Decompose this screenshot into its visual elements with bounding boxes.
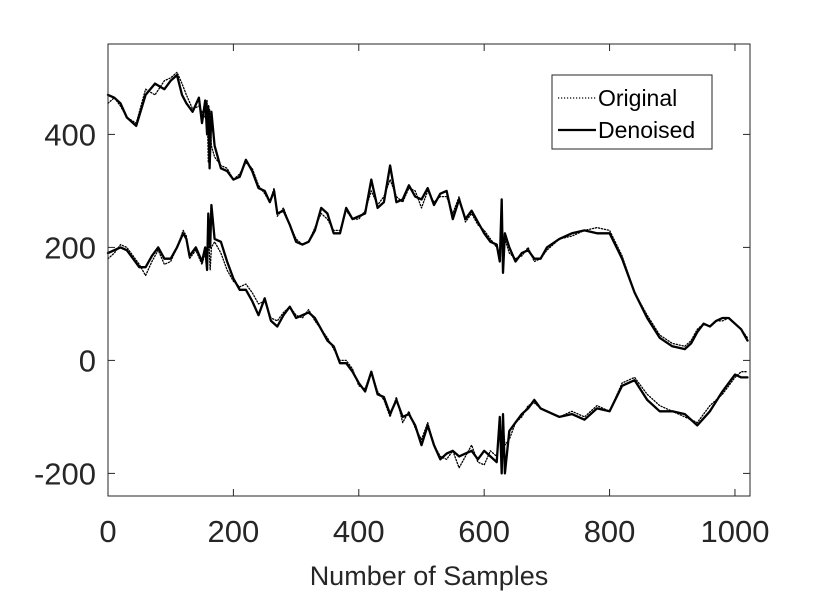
x-tick-label: 400 — [333, 514, 385, 549]
y-tick-label: 200 — [44, 230, 96, 265]
x-tick-label: 1000 — [700, 514, 769, 549]
axes-box — [107, 43, 751, 497]
x-axis-label: Number of Samples — [310, 561, 549, 591]
y-tick-label: 0 — [79, 343, 96, 378]
plot-area — [106, 71, 749, 475]
legend-label-original: Original — [598, 85, 677, 111]
series-line-denoised-2 — [106, 203, 749, 475]
y-tick-label: 400 — [44, 117, 96, 152]
x-tick-label: 800 — [584, 514, 636, 549]
y-tick-label: -200 — [34, 456, 96, 491]
series-line-denoised-1 — [106, 73, 749, 351]
legend-label-denoised: Denoised — [598, 117, 695, 143]
legend-box — [551, 74, 713, 150]
x-tick-label: 200 — [208, 514, 260, 549]
legend: Original Denoised — [551, 74, 713, 150]
x-tick-label: 600 — [458, 514, 510, 549]
x-tick-label: 0 — [99, 514, 116, 549]
